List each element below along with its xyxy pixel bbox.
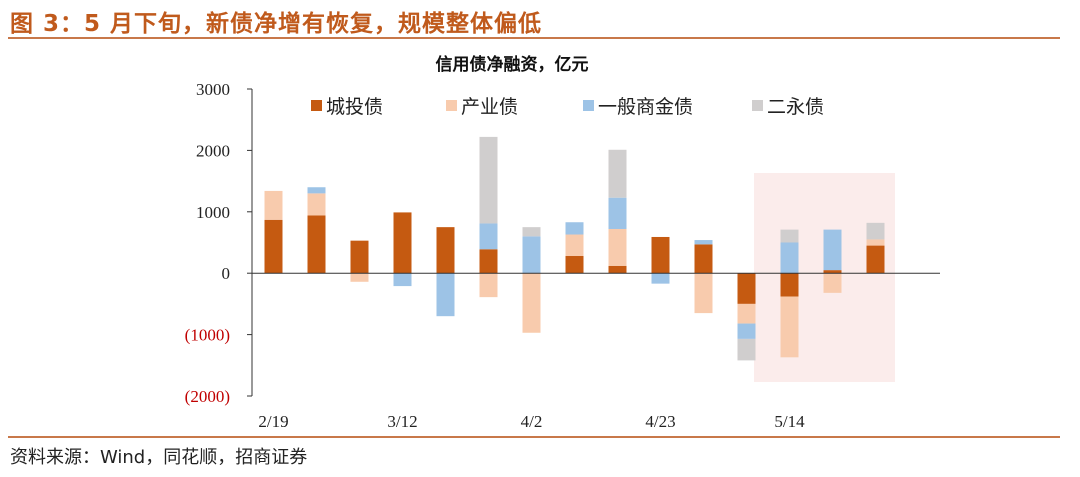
bar-城投债-11 bbox=[737, 273, 756, 304]
bar-一般商金债-11 bbox=[737, 323, 756, 339]
bar-产业债-11 bbox=[737, 303, 756, 324]
legend-label-二永债: 二永债 bbox=[767, 96, 824, 118]
bar-产业债-2 bbox=[350, 273, 369, 282]
bar-二永债-6 bbox=[522, 227, 541, 237]
legend-swatch-二永债 bbox=[752, 100, 763, 111]
x-tick-label: 2/19 bbox=[258, 412, 288, 431]
top-rule bbox=[8, 37, 1060, 39]
bar-城投债-1 bbox=[307, 215, 326, 274]
bar-二永债-11 bbox=[737, 338, 756, 361]
legend-swatch-城投债 bbox=[311, 100, 322, 111]
bar-城投债-14 bbox=[866, 245, 885, 274]
bar-城投债-4 bbox=[436, 227, 455, 274]
legend-label-产业债: 产业债 bbox=[461, 96, 518, 118]
bar-一般商金债-13 bbox=[823, 229, 842, 271]
bar-产业债-14 bbox=[866, 239, 885, 246]
y-tick-label: (2000) bbox=[185, 387, 230, 406]
bar-产业债-6 bbox=[522, 273, 541, 333]
legend-swatch-一般商金债 bbox=[583, 100, 594, 111]
legend: 城投债 产业债 一般商金债 二永债 bbox=[311, 96, 824, 118]
bar-城投债-12 bbox=[780, 273, 799, 297]
bar-一般商金债-6 bbox=[522, 236, 541, 274]
bars bbox=[264, 136, 885, 361]
bar-城投债-0 bbox=[264, 219, 283, 274]
source-note: 资料来源：Wind，同花顺，招商证券 bbox=[10, 447, 308, 468]
bar-一般商金债-5 bbox=[479, 223, 498, 250]
bar-产业债-10 bbox=[694, 273, 713, 314]
bar-产业债-0 bbox=[264, 190, 283, 220]
bar-一般商金债-12 bbox=[780, 242, 799, 274]
bar-产业债-7 bbox=[565, 234, 584, 257]
bar-一般商金债-4 bbox=[436, 273, 455, 317]
bar-一般商金债-10 bbox=[694, 240, 713, 245]
bar-二永债-14 bbox=[866, 222, 885, 240]
bar-城投债-8 bbox=[608, 265, 627, 274]
legend-label-城投债: 城投债 bbox=[326, 96, 383, 118]
bar-一般商金债-9 bbox=[651, 273, 670, 284]
y-tick-label: (1000) bbox=[185, 326, 230, 345]
x-tick-label: 4/23 bbox=[645, 412, 675, 431]
bar-城投债-10 bbox=[694, 244, 713, 274]
y-tick-label: 1000 bbox=[196, 203, 230, 222]
x-tick-label: 3/12 bbox=[387, 412, 417, 431]
legend-swatch-产业债 bbox=[446, 100, 457, 111]
bar-一般商金债-7 bbox=[565, 222, 584, 235]
x-tick-label: 4/2 bbox=[521, 412, 543, 431]
bar-产业债-13 bbox=[823, 273, 842, 293]
y-tick-label: 3000 bbox=[196, 80, 230, 99]
bar-二永债-5 bbox=[479, 136, 498, 224]
axes: 3000 2000 1000 0 (1000) (2000) 2/19 3/12 4/2 4/23… bbox=[185, 80, 940, 431]
legend-label-一般商金债: 一般商金债 bbox=[598, 96, 693, 118]
x-tick-label: 5/14 bbox=[774, 412, 805, 431]
bottom-rule bbox=[8, 436, 1060, 438]
bar-产业债-5 bbox=[479, 273, 498, 298]
bar-一般商金债-1 bbox=[307, 187, 326, 194]
figure-title: 图 3：5 月下旬，新债净增有恢复，规模整体偏低 bbox=[10, 11, 543, 37]
bar-城投债-5 bbox=[479, 249, 498, 274]
bar-二永债-12 bbox=[780, 229, 799, 243]
bar-产业债-1 bbox=[307, 193, 326, 216]
bar-二永债-8 bbox=[608, 149, 627, 198]
bar-城投债-7 bbox=[565, 256, 584, 274]
bar-产业债-12 bbox=[780, 296, 799, 358]
bar-一般商金债-3 bbox=[393, 273, 412, 287]
y-tick-label: 0 bbox=[222, 264, 231, 283]
bar-城投债-13 bbox=[823, 270, 842, 274]
bar-产业债-8 bbox=[608, 228, 627, 266]
bar-城投债-3 bbox=[393, 212, 412, 274]
bar-一般商金债-8 bbox=[608, 197, 627, 229]
bar-城投债-9 bbox=[651, 236, 670, 274]
chart-title: 信用债净融资，亿元 bbox=[436, 54, 589, 75]
y-tick-label: 2000 bbox=[196, 141, 230, 160]
bar-城投债-2 bbox=[350, 240, 369, 274]
